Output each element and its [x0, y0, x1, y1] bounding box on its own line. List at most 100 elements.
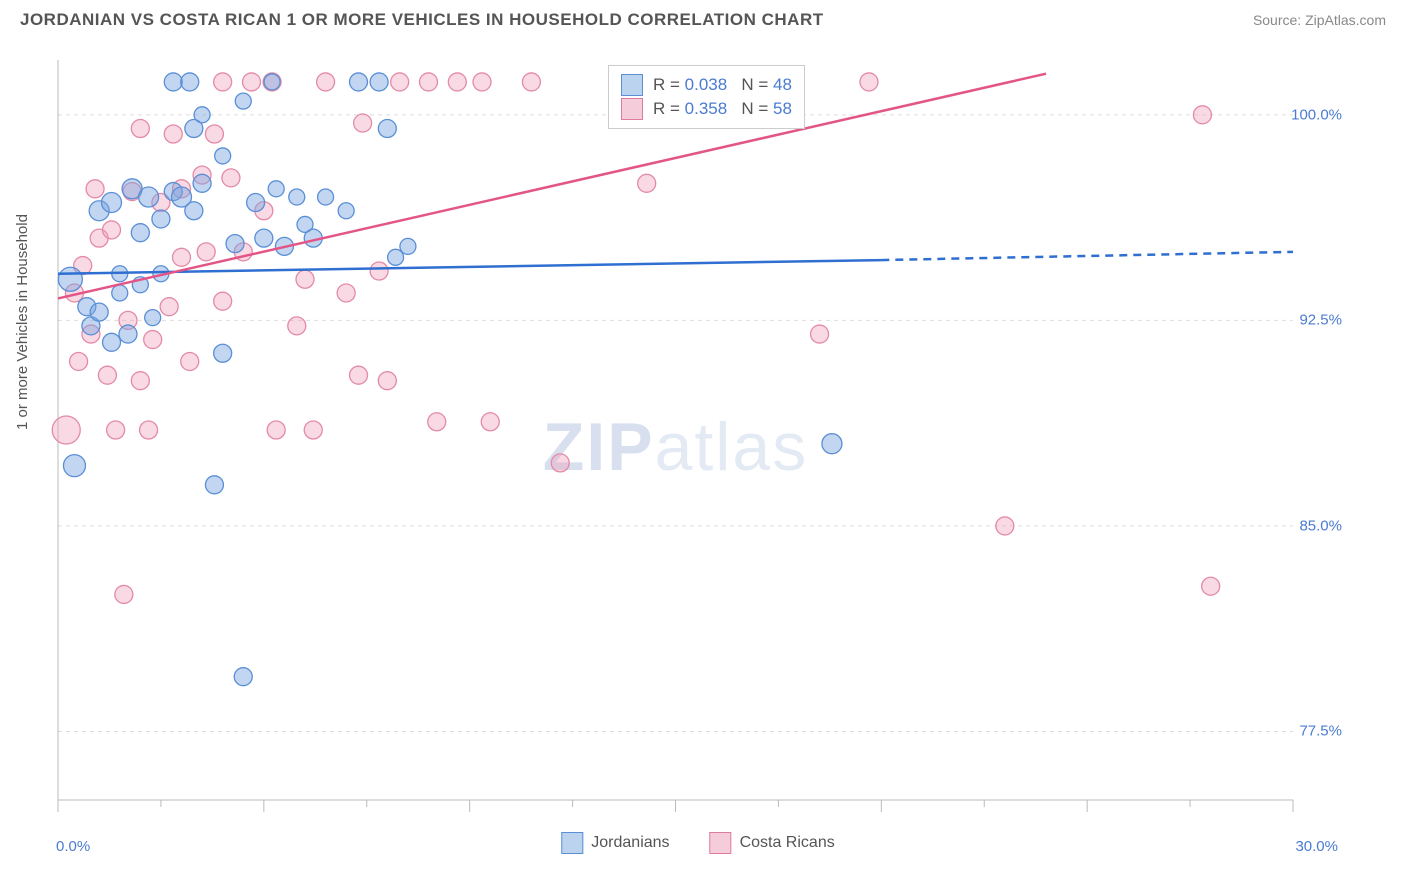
data-point	[400, 238, 416, 254]
data-point	[131, 120, 149, 138]
data-point	[205, 125, 223, 143]
data-point	[185, 202, 203, 220]
data-point	[370, 73, 388, 91]
data-point	[378, 120, 396, 138]
legend-stats: R = 0.038 N = 48 R = 0.358 N = 58	[608, 65, 805, 129]
data-point	[811, 325, 829, 343]
data-point	[1202, 577, 1220, 595]
legend-swatch	[710, 832, 732, 854]
data-point	[139, 187, 159, 207]
data-point	[860, 73, 878, 91]
data-point	[264, 74, 280, 90]
data-point	[52, 416, 80, 444]
data-point	[350, 73, 368, 91]
data-point	[131, 224, 149, 242]
data-point	[1193, 106, 1211, 124]
data-point	[996, 517, 1014, 535]
chart-header: JORDANIAN VS COSTA RICAN 1 OR MORE VEHIC…	[0, 0, 1406, 38]
data-point	[115, 585, 133, 603]
data-point	[173, 248, 191, 266]
data-point	[304, 421, 322, 439]
data-point	[58, 267, 82, 291]
data-point	[140, 421, 158, 439]
legend-item: Costa Ricans	[710, 832, 835, 854]
data-point	[226, 235, 244, 253]
data-point	[242, 73, 260, 91]
data-point	[428, 413, 446, 431]
data-point	[288, 317, 306, 335]
data-point	[103, 333, 121, 351]
data-point	[317, 73, 335, 91]
data-point	[107, 421, 125, 439]
data-point	[222, 169, 240, 187]
trend-line-extrapolated	[881, 252, 1293, 260]
data-point	[337, 284, 355, 302]
chart-title: JORDANIAN VS COSTA RICAN 1 OR MORE VEHIC…	[20, 10, 824, 30]
legend-stats-text: R = 0.358 N = 58	[653, 99, 792, 119]
data-point	[194, 107, 210, 123]
x-min-label: 0.0%	[56, 838, 90, 855]
data-point	[638, 174, 656, 192]
y-axis-label: 1 or more Vehicles in Household	[14, 214, 31, 430]
data-point	[193, 174, 211, 192]
legend-item: Jordanians	[561, 832, 669, 854]
data-point	[102, 193, 122, 213]
data-point	[296, 270, 314, 288]
data-point	[98, 366, 116, 384]
data-point	[822, 434, 842, 454]
data-point	[103, 221, 121, 239]
data-point	[63, 455, 85, 477]
legend-stats-row: R = 0.038 N = 48	[621, 74, 792, 96]
legend-label: Jordanians	[591, 834, 669, 852]
legend-stats-text: R = 0.038 N = 48	[653, 75, 792, 95]
data-point	[205, 476, 223, 494]
y-tick-label: 77.5%	[1299, 723, 1342, 740]
data-point	[197, 243, 215, 261]
data-point	[289, 189, 305, 205]
data-point	[378, 372, 396, 390]
data-point	[152, 210, 170, 228]
data-point	[551, 454, 569, 472]
data-point	[247, 194, 265, 212]
data-point	[235, 93, 251, 109]
data-point	[112, 285, 128, 301]
legend-swatch	[621, 74, 643, 96]
legend-label: Costa Ricans	[740, 834, 835, 852]
data-point	[234, 668, 252, 686]
data-point	[338, 203, 354, 219]
y-tick-label: 100.0%	[1291, 106, 1342, 123]
data-point	[350, 366, 368, 384]
data-point	[164, 125, 182, 143]
data-point	[90, 303, 108, 321]
data-point	[144, 331, 162, 349]
x-max-label: 30.0%	[1295, 838, 1338, 855]
data-point	[420, 73, 438, 91]
legend-series: Jordanians Costa Ricans	[561, 832, 834, 854]
y-tick-label: 85.0%	[1299, 517, 1342, 534]
data-point	[119, 325, 137, 343]
data-point	[145, 310, 161, 326]
data-point	[160, 298, 178, 316]
legend-swatch	[561, 832, 583, 854]
data-point	[214, 344, 232, 362]
data-point	[448, 73, 466, 91]
data-point	[370, 262, 388, 280]
data-point	[318, 189, 334, 205]
plot-area: ZIPatlas 100.0%92.5%85.0%77.5%0.0%30.0% …	[48, 55, 1348, 825]
data-point	[255, 229, 273, 247]
data-point	[131, 372, 149, 390]
data-point	[354, 114, 372, 132]
data-point	[214, 292, 232, 310]
y-tick-label: 92.5%	[1299, 312, 1342, 329]
data-point	[181, 73, 199, 91]
data-point	[473, 73, 491, 91]
data-point	[215, 148, 231, 164]
legend-stats-row: R = 0.358 N = 58	[621, 98, 792, 120]
data-point	[86, 180, 104, 198]
data-point	[181, 352, 199, 370]
legend-swatch	[621, 98, 643, 120]
data-point	[267, 421, 285, 439]
data-point	[214, 73, 232, 91]
data-point	[481, 413, 499, 431]
data-point	[268, 181, 284, 197]
